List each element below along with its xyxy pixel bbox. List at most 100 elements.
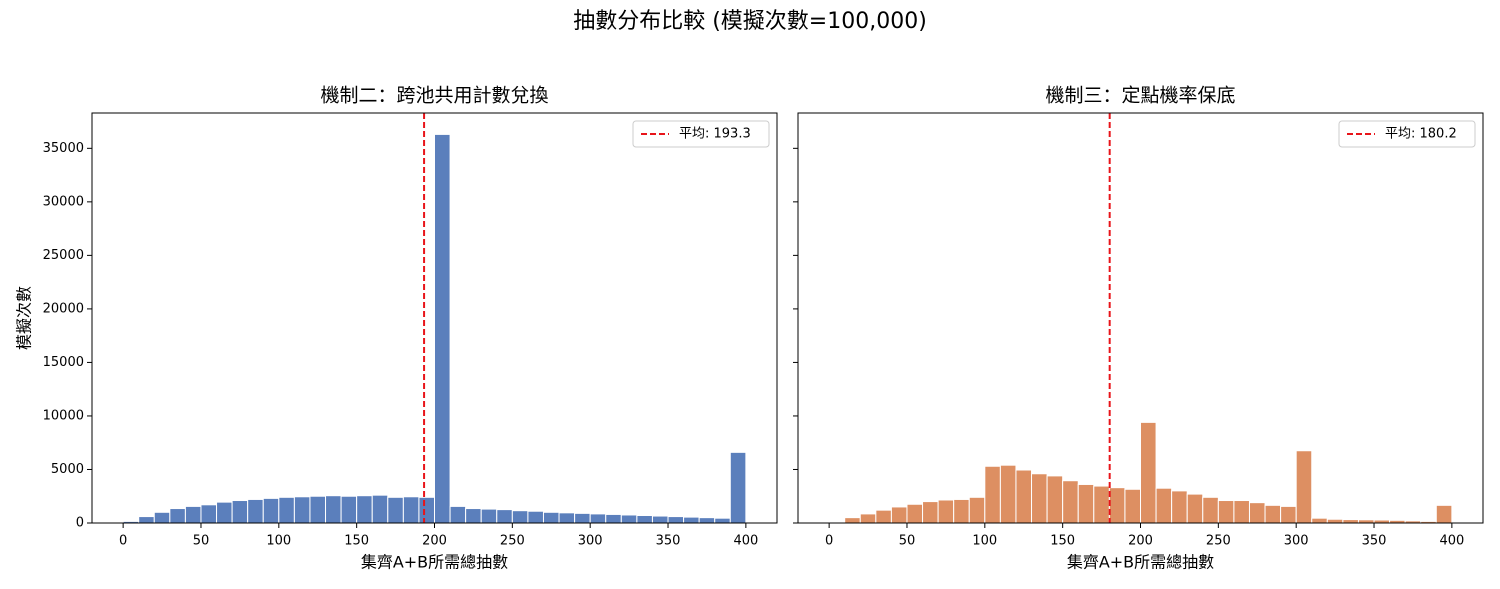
hist-bar [293, 496, 311, 524]
hist-bar [729, 451, 747, 524]
hist-bar [968, 496, 986, 524]
hist-bar [387, 496, 404, 524]
hist-bar [1077, 483, 1095, 524]
hist-bar [1295, 450, 1313, 524]
hist-bar [200, 504, 218, 524]
hist-bar [953, 498, 970, 524]
hist-bar [1202, 496, 1219, 524]
hist-bar [984, 465, 1001, 524]
hist-bar [325, 495, 342, 524]
hist-bar [1342, 519, 1359, 524]
hist-bar [683, 516, 700, 524]
axes-title: 機制二：跨池共用計數兌換 [320, 85, 548, 107]
hist-bar [714, 517, 731, 524]
y-tick-label: 5000 [51, 462, 84, 477]
x-tick-label: 150 [344, 534, 369, 549]
hist-bar [1435, 504, 1453, 524]
hist-bar [1248, 502, 1266, 524]
y-axis-label: 模擬次數 [15, 286, 34, 350]
hist-bar [937, 499, 955, 524]
hist-bar [636, 515, 653, 524]
hist-bar [589, 513, 607, 524]
hist-bar [216, 501, 233, 524]
hist-bar [356, 495, 373, 524]
hist-bar [542, 511, 560, 524]
hist-bar [511, 510, 529, 524]
hist-bar [1264, 504, 1282, 524]
hist-bar [1062, 480, 1079, 524]
hist-bar [698, 517, 716, 524]
hist-bar [231, 500, 249, 524]
hist-bar [859, 513, 877, 524]
hist-bar [434, 133, 451, 524]
hist-bar [418, 496, 436, 524]
hist-bar [1155, 487, 1173, 524]
y-tick-label: 35000 [43, 141, 84, 156]
legend-label: 平均: 180.2 [1385, 127, 1457, 142]
hist-bar [922, 501, 939, 524]
hist-bar [1233, 500, 1250, 524]
legend-label: 平均: 193.3 [679, 127, 751, 142]
hist-bar [138, 516, 155, 524]
hist-bar [496, 509, 513, 524]
hist-bar [1108, 487, 1126, 524]
hist-bar [999, 464, 1017, 524]
hist-bar [480, 508, 498, 524]
hist-bar [844, 517, 861, 524]
x-tick-label: 350 [656, 534, 681, 549]
x-tick-label: 100 [266, 534, 291, 549]
figure-title: 抽數分布比較 (模擬次數=100,000) [573, 9, 927, 34]
hist-bar [1280, 505, 1297, 524]
axes-title: 機制三：定點機率保底 [1045, 85, 1235, 107]
hist-bar [1015, 469, 1033, 524]
hist-bar [1140, 421, 1157, 524]
y-tick-label: 15000 [43, 355, 84, 370]
legend-box [632, 120, 770, 148]
hist-bar [371, 494, 389, 524]
hist-bar [184, 505, 202, 524]
y-tick-label: 30000 [43, 194, 84, 209]
hist-bar [1311, 517, 1328, 524]
hist-bar [1186, 493, 1204, 524]
x-axis-label: 集齊A+B所需總抽數 [1067, 553, 1214, 572]
hist-bar [1217, 500, 1235, 524]
hist-bar [574, 512, 591, 524]
hist-bar [309, 495, 327, 524]
hist-bar [1046, 475, 1064, 524]
x-tick-label: 200 [422, 534, 447, 549]
y-tick-label: 0 [76, 516, 84, 531]
x-tick-label: 150 [1050, 534, 1075, 549]
hist-bar [1093, 485, 1110, 524]
x-tick-label: 50 [193, 534, 210, 549]
hist-bar [247, 498, 264, 524]
hist-bar [1124, 488, 1141, 524]
hist-bar [667, 516, 685, 524]
hist-bar [651, 515, 669, 524]
hist-bar [278, 496, 295, 524]
hist-bar [906, 503, 924, 524]
hist-bar [1326, 518, 1344, 524]
x-tick-label: 250 [1206, 534, 1231, 549]
hist-bar [465, 508, 482, 524]
hist-bar [153, 511, 171, 524]
x-tick-label: 250 [500, 534, 525, 549]
x-tick-label: 50 [899, 534, 916, 549]
hist-bar [169, 508, 186, 524]
hist-bar [1171, 490, 1188, 524]
hist-bar [262, 497, 280, 524]
hist-bar [890, 506, 908, 524]
x-tick-label: 300 [1284, 534, 1309, 549]
legend-box [1338, 120, 1476, 148]
x-tick-label: 300 [578, 534, 603, 549]
hist-bar [875, 509, 892, 524]
x-tick-label: 200 [1128, 534, 1153, 549]
hist-bar [605, 513, 622, 524]
x-tick-label: 0 [825, 534, 833, 549]
hist-bar [620, 514, 638, 524]
x-axis-label: 集齊A+B所需總抽數 [361, 553, 508, 572]
hist-bar [1031, 473, 1048, 524]
hist-bar [449, 505, 467, 524]
x-tick-label: 400 [1439, 534, 1464, 549]
hist-bar [527, 510, 544, 524]
